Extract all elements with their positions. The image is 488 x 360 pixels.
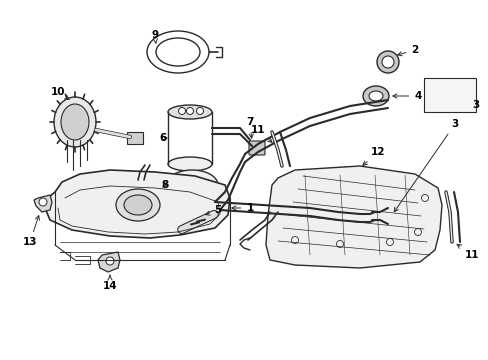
Text: 3: 3	[393, 119, 458, 212]
Text: 4: 4	[392, 91, 421, 101]
FancyBboxPatch shape	[248, 141, 264, 155]
Text: 11: 11	[250, 125, 271, 143]
Text: 11: 11	[456, 244, 478, 260]
Ellipse shape	[376, 51, 398, 73]
Ellipse shape	[54, 97, 96, 147]
Polygon shape	[34, 195, 52, 212]
Ellipse shape	[116, 189, 160, 221]
Ellipse shape	[175, 177, 208, 193]
Text: 5: 5	[205, 205, 221, 215]
Polygon shape	[45, 170, 229, 238]
Text: 10: 10	[51, 87, 69, 99]
Polygon shape	[265, 166, 441, 268]
Circle shape	[186, 108, 193, 114]
Bar	[127, 132, 142, 144]
Circle shape	[106, 257, 114, 265]
Text: 7: 7	[246, 117, 253, 138]
Text: 13: 13	[23, 216, 40, 247]
Ellipse shape	[61, 104, 89, 140]
Ellipse shape	[368, 91, 382, 101]
Circle shape	[196, 108, 203, 114]
Ellipse shape	[168, 105, 212, 119]
Text: 2: 2	[397, 45, 418, 56]
Text: 8: 8	[161, 180, 168, 190]
Circle shape	[178, 108, 185, 114]
Ellipse shape	[381, 56, 393, 68]
Text: 1: 1	[231, 203, 253, 213]
Ellipse shape	[362, 86, 388, 106]
Text: 12: 12	[362, 147, 385, 166]
Text: 14: 14	[102, 275, 117, 291]
Ellipse shape	[168, 157, 212, 171]
Ellipse shape	[124, 195, 152, 215]
Polygon shape	[98, 252, 120, 272]
Text: 6: 6	[159, 133, 166, 143]
Bar	[423, 78, 475, 112]
Text: 9: 9	[151, 30, 158, 43]
Bar	[377, 206, 391, 224]
Circle shape	[209, 201, 220, 211]
Text: 3: 3	[471, 100, 479, 110]
Circle shape	[39, 198, 47, 206]
Ellipse shape	[165, 170, 218, 200]
